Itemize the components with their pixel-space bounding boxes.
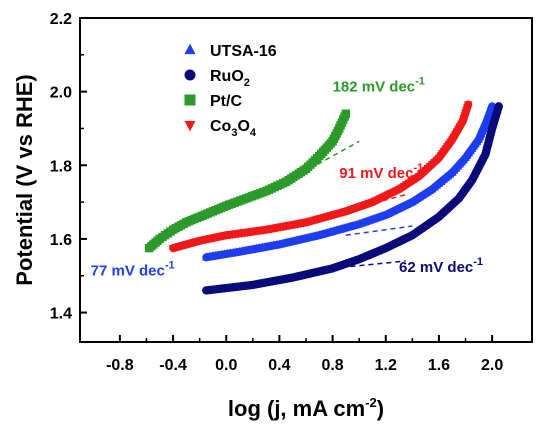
x-tick-label: 0.0 xyxy=(215,357,237,374)
legend-label: UTSA-16 xyxy=(210,43,277,60)
legend-marker xyxy=(184,69,196,81)
x-tick-label: 2.0 xyxy=(481,357,503,374)
y-tick-label: 1.6 xyxy=(50,232,72,249)
series-co3o4 xyxy=(168,100,473,253)
legend-item: UTSA-16 xyxy=(184,43,277,60)
tafel-slope-label: 182 mV dec-1 xyxy=(333,76,425,96)
data-point xyxy=(463,101,473,110)
legend: UTSA-16 RuO2 Pt/C Co3O4 xyxy=(184,43,277,139)
x-tick-label: 1.6 xyxy=(428,357,450,374)
legend-marker xyxy=(184,120,196,132)
legend-label: Co3O4 xyxy=(210,118,257,139)
tafel-slope-label: 77 mV dec-1 xyxy=(91,260,175,280)
x-tick-label: 0.4 xyxy=(268,357,290,374)
series-group xyxy=(144,100,503,295)
x-tick-label: -0.8 xyxy=(106,357,134,374)
tafel-fit-line xyxy=(345,225,413,236)
series-pt-c xyxy=(144,109,351,253)
legend-item: Co3O4 xyxy=(184,118,257,139)
series-ruo2 xyxy=(202,102,503,295)
x-tick-label: 1.2 xyxy=(375,357,397,374)
x-axis-label: log (j, mA cm-2) xyxy=(228,395,384,421)
legend-item: RuO2 xyxy=(184,68,250,89)
y-tick-label: 1.8 xyxy=(50,158,72,175)
y-axis-label: Potential (V vs RHE) xyxy=(12,74,37,285)
legend-marker xyxy=(184,43,196,55)
tafel-slope-label: 91 mV dec-1 xyxy=(339,162,423,182)
legend-label: Pt/C xyxy=(210,93,242,110)
x-tick-label: -0.4 xyxy=(159,357,187,374)
tafel-lines xyxy=(285,140,413,270)
legend-item: Pt/C xyxy=(184,93,242,110)
x-tick-label: 0.8 xyxy=(321,357,343,374)
data-point xyxy=(341,109,351,118)
plot-frame xyxy=(79,17,533,343)
legend-label: RuO2 xyxy=(210,68,250,89)
y-tick-label: 2.0 xyxy=(50,85,72,102)
annotations: 182 mV dec-1 91 mV dec-1 77 mV dec-1 62 mV … xyxy=(91,76,483,280)
data-point xyxy=(494,102,503,111)
axis-ticks: -0.8 -0.4 0.0 0.4 0.8 1.2 1.6 2.0 1.4 1.6 1.8 2.0 2.… xyxy=(50,11,504,374)
y-tick-label: 1.4 xyxy=(50,306,72,323)
y-tick-label: 2.2 xyxy=(50,11,72,28)
tafel-slope-label: 62 mV dec-1 xyxy=(399,256,483,276)
legend-marker xyxy=(184,94,196,106)
